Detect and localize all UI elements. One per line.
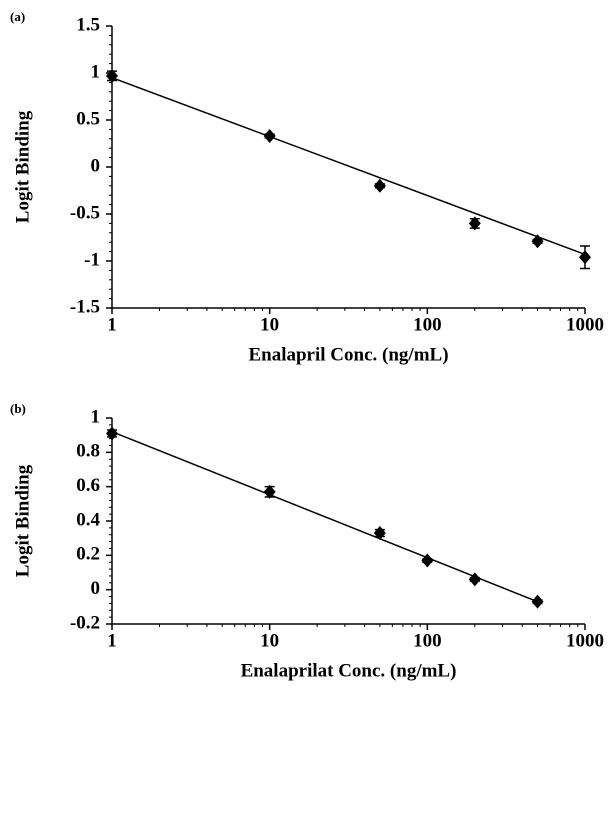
x-tick-label: 100 — [413, 314, 442, 335]
x-tick-label: 1000 — [566, 314, 604, 335]
y-tick-label: 1 — [91, 61, 101, 82]
x-tick-label: 1000 — [566, 630, 604, 651]
fit-line — [111, 76, 586, 256]
y-tick-label: 0 — [91, 155, 101, 176]
y-tick-label: -1 — [84, 249, 100, 270]
y-tick-label: 0 — [91, 578, 101, 599]
panel-label: (a) — [10, 9, 25, 24]
y-tick-label: 1.5 — [76, 14, 100, 35]
x-tick-label: 1 — [107, 314, 117, 335]
data-point — [373, 178, 386, 193]
y-axis-label: Logit Binding — [12, 110, 33, 223]
y-tick-label: 0.6 — [76, 475, 100, 496]
y-tick-label: -1.5 — [70, 296, 100, 317]
data-point — [468, 216, 481, 231]
fit-line — [111, 431, 538, 603]
x-axis-label: Enalapril Conc. (ng/mL) — [248, 344, 448, 365]
y-tick-label: 1 — [91, 406, 101, 427]
y-tick-label: 0.8 — [76, 441, 100, 462]
y-axis-label: Logit Binding — [12, 464, 33, 577]
data-point — [373, 526, 386, 541]
y-tick-label: -0.2 — [70, 612, 100, 633]
x-tick-label: 100 — [413, 630, 442, 651]
y-tick-label: 0.4 — [76, 509, 100, 530]
y-tick-label: 0.2 — [76, 544, 100, 565]
y-tick-label: 0.5 — [76, 108, 100, 129]
x-tick-label: 1 — [107, 630, 117, 651]
y-tick-label: -0.5 — [70, 202, 100, 223]
x-tick-label: 10 — [260, 630, 279, 651]
x-axis-label: Enalaprilat Conc. (ng/mL) — [241, 660, 457, 681]
panel-label: (b) — [10, 401, 26, 416]
x-tick-label: 10 — [260, 314, 279, 335]
data-point — [106, 426, 118, 441]
